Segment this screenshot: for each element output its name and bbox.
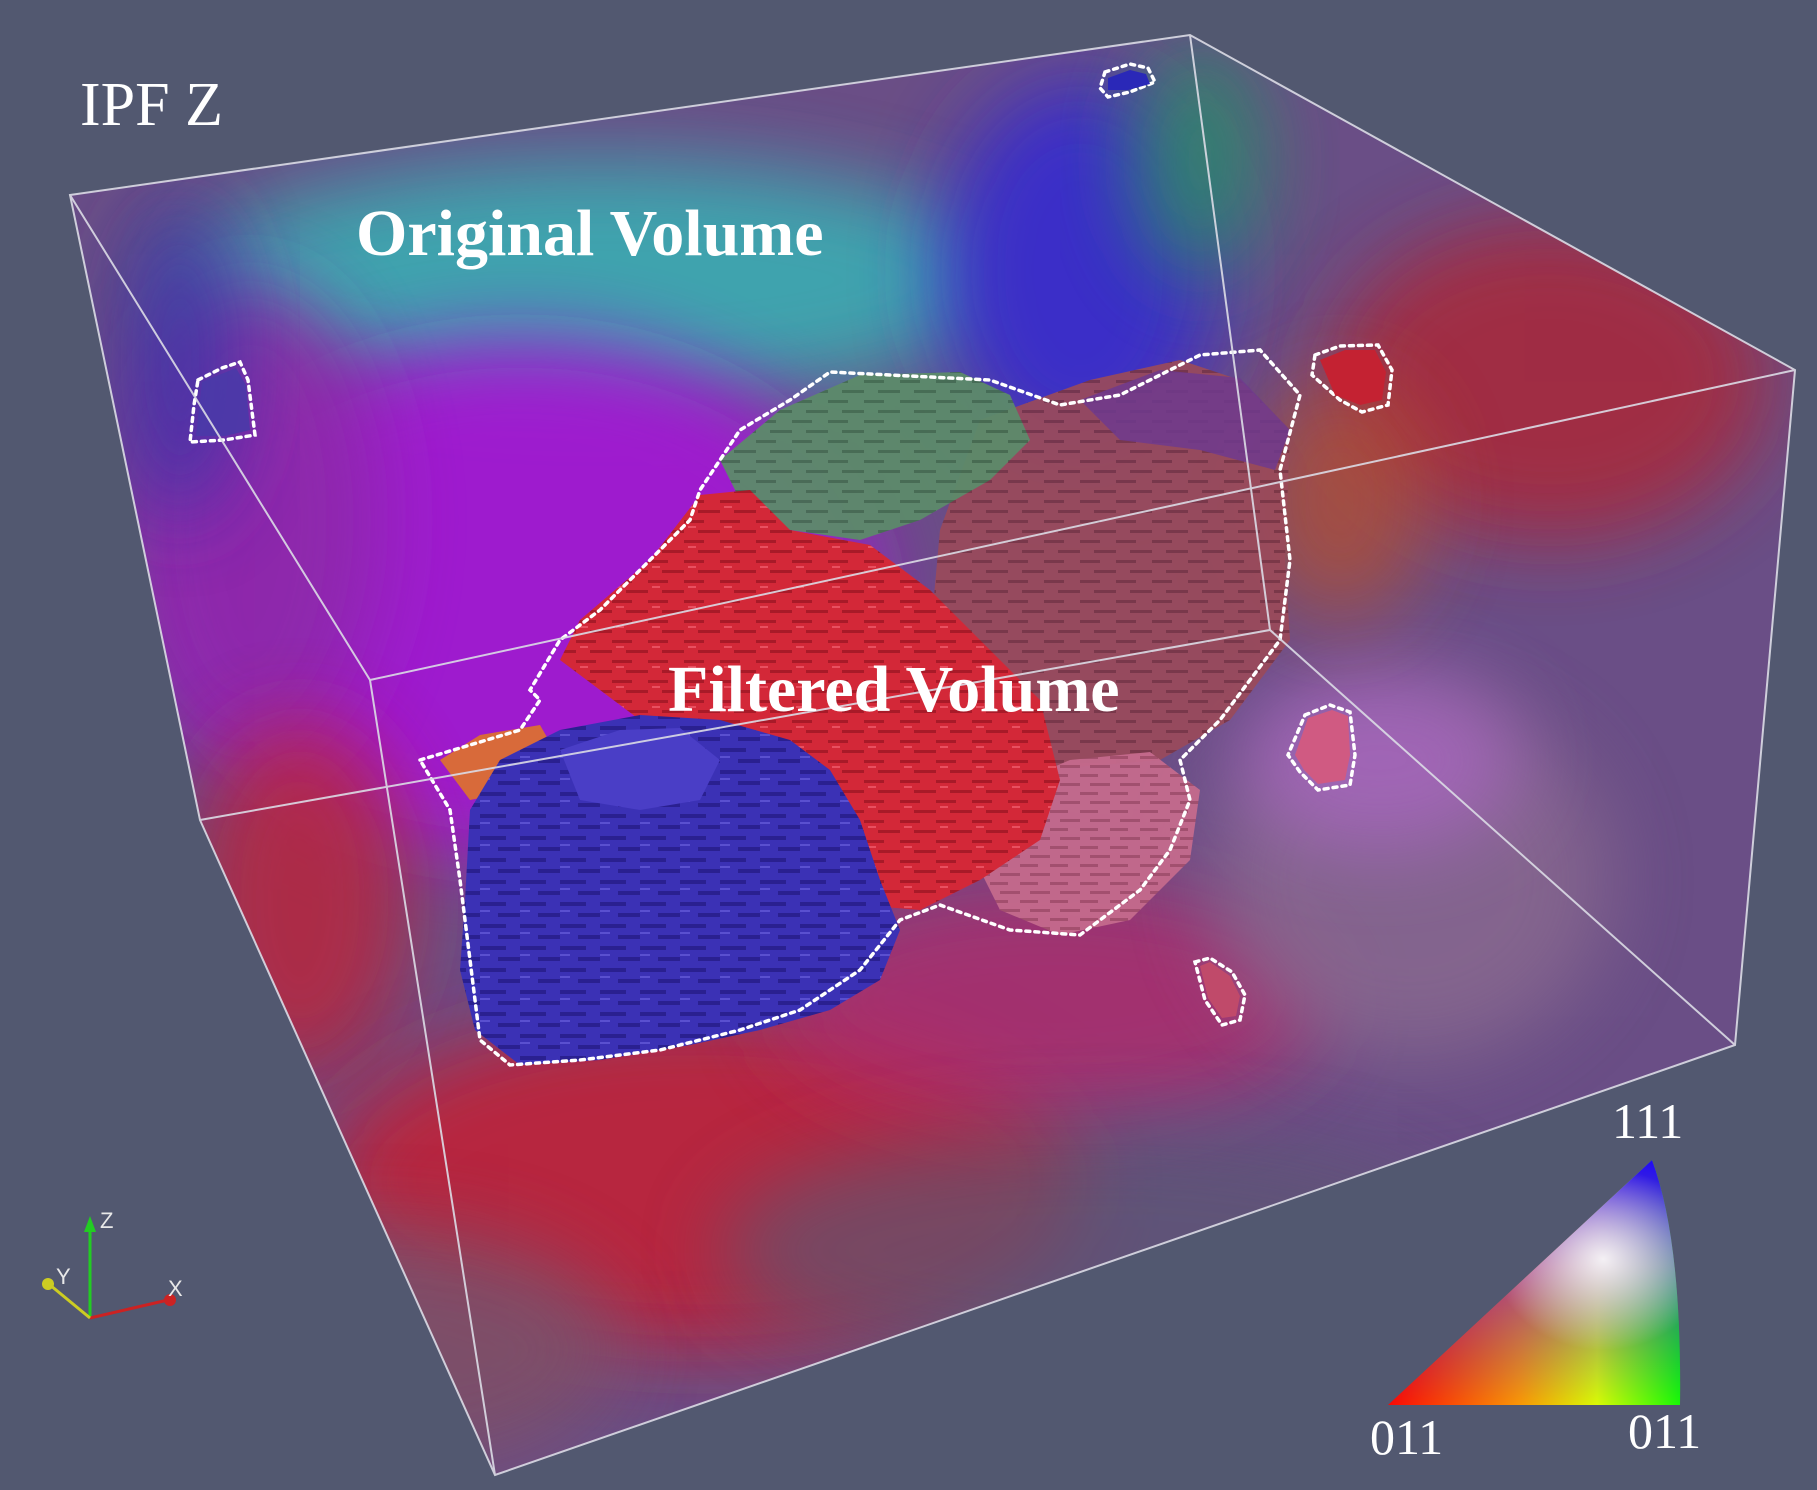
z-axis-letter: Z	[100, 1208, 114, 1233]
grain-blue	[460, 715, 900, 1065]
original-volume-label: Original Volume	[356, 197, 824, 270]
filtered-volume-label: Filtered Volume	[668, 653, 1120, 726]
small-grain-outline-bottom	[1192, 956, 1247, 1028]
color-key-right-label: 011	[1628, 1403, 1702, 1459]
small-grain-outline-right-top	[1310, 343, 1394, 414]
small-grain-top	[1108, 70, 1150, 90]
grain-teal	[720, 372, 1030, 540]
box-back-vertical-edge	[1189, 34, 1271, 631]
x-axis-tip	[164, 1294, 176, 1306]
y-axis-line	[49, 1283, 91, 1320]
grain-mauve	[930, 360, 1290, 770]
y-axis-letter: Y	[56, 1264, 71, 1289]
box-front-vertical-edge	[369, 679, 496, 1476]
small-grain-mid	[1295, 710, 1350, 784]
color-key-left-label: 011	[1370, 1409, 1444, 1465]
filtered-volume	[440, 360, 1290, 1065]
x-axis-letter: X	[168, 1276, 183, 1301]
ipf-color-key	[1388, 1160, 1681, 1405]
ipf-title: IPF Z	[80, 71, 223, 139]
small-grain-bottom	[1200, 962, 1240, 1018]
axes-triad	[42, 1216, 176, 1320]
z-axis-arrow	[84, 1216, 96, 1232]
x-axis-line	[89, 1298, 169, 1320]
small-grain-outline-top	[1098, 62, 1158, 99]
small-grain-outline-mid	[1286, 703, 1357, 792]
small-grain-right-top	[1320, 350, 1386, 405]
small-grain-outline-left	[188, 359, 257, 444]
bounding-box	[68, 33, 1797, 1477]
grain-red	[560, 490, 1060, 910]
color-key-top-label: 111	[1612, 1093, 1684, 1149]
y-axis-tip	[42, 1278, 54, 1290]
small-grains	[196, 70, 1386, 1018]
